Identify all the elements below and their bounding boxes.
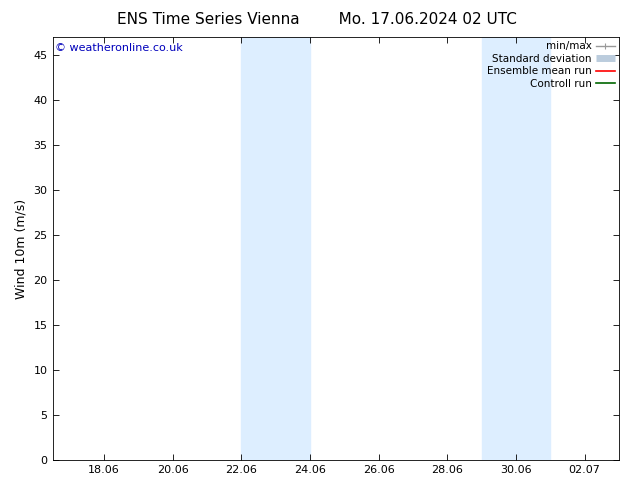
Text: © weatheronline.co.uk: © weatheronline.co.uk — [55, 44, 183, 53]
Y-axis label: Wind 10m (m/s): Wind 10m (m/s) — [15, 198, 28, 299]
Bar — [242, 37, 310, 460]
Text: ENS Time Series Vienna        Mo. 17.06.2024 02 UTC: ENS Time Series Vienna Mo. 17.06.2024 02… — [117, 12, 517, 27]
Bar — [482, 37, 550, 460]
Legend: min/max, Standard deviation, Ensemble mean run, Controll run: min/max, Standard deviation, Ensemble me… — [485, 39, 617, 91]
